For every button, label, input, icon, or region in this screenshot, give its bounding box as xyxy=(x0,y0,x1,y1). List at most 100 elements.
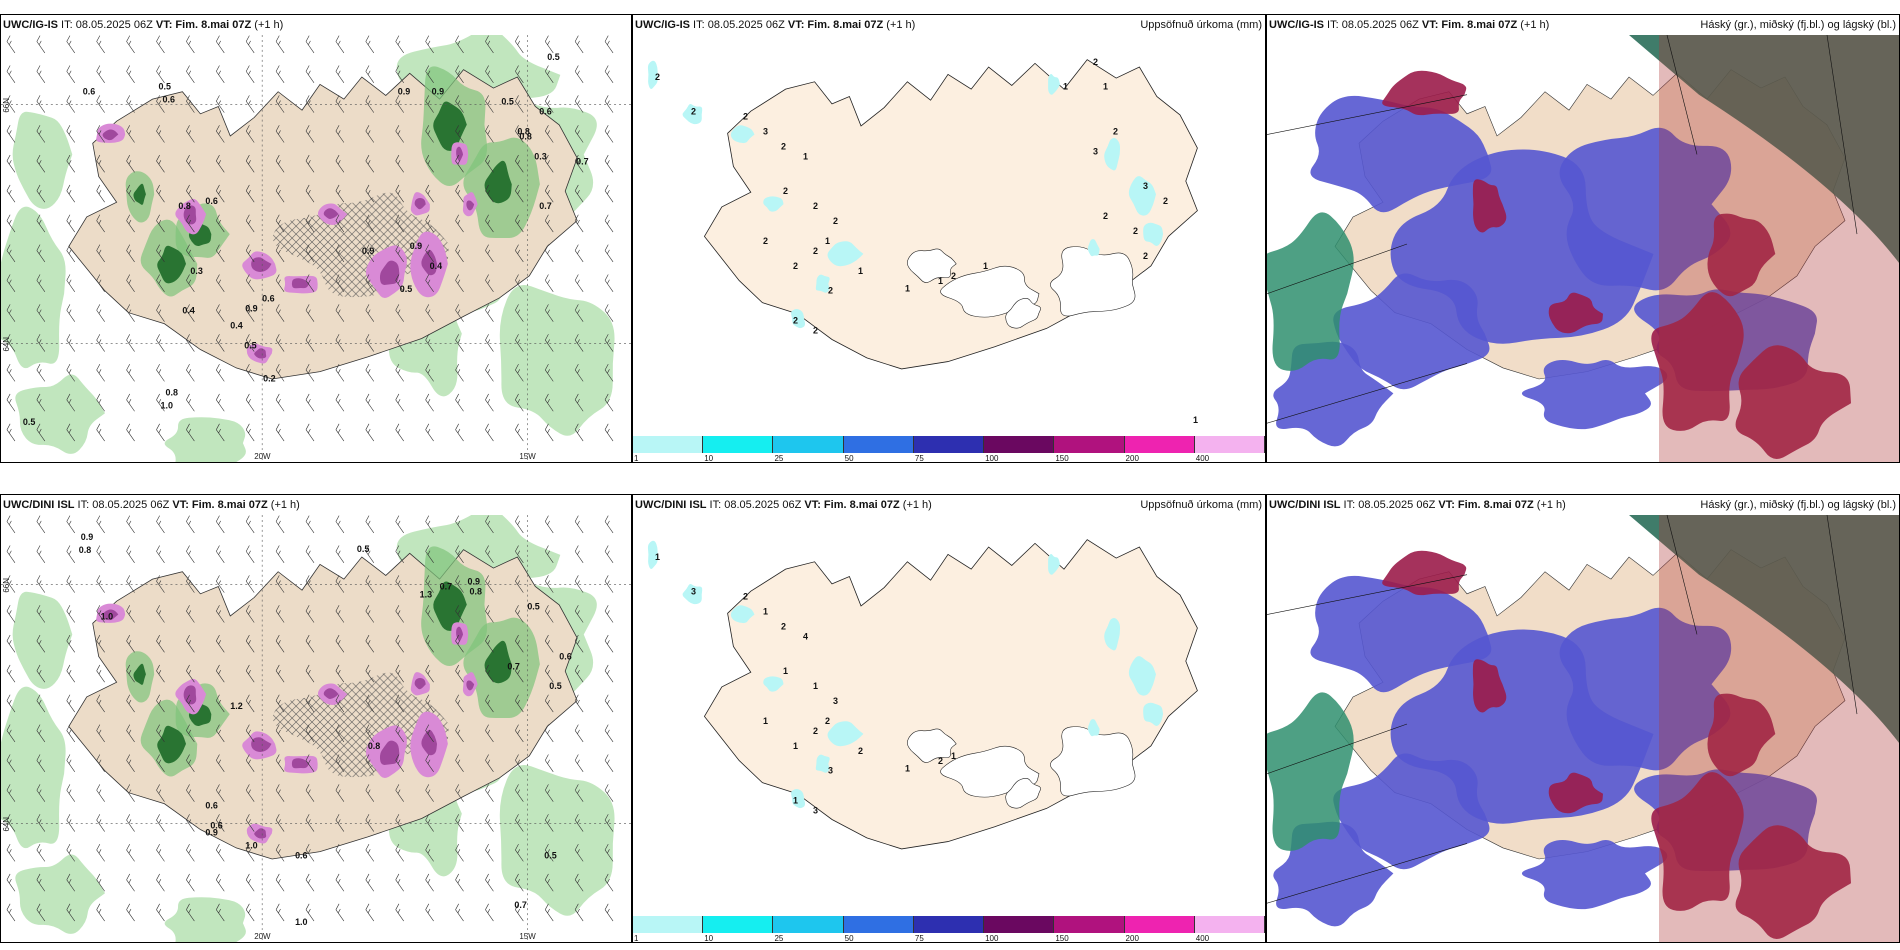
precip-value-label: 0.6 xyxy=(83,87,95,97)
map-variable-title: Háský (gr.), miðský (fj.bl.) og lágský (… xyxy=(1700,499,1896,511)
colorbar-segment xyxy=(633,436,704,453)
panel-header: UWC/IG-IS IT: 08.05.2025 06Z VT: Fim. 8.… xyxy=(633,15,1265,35)
latitude-label: 64N xyxy=(2,337,11,352)
colorbar-segment xyxy=(843,916,914,933)
precip-amount-label: 1 xyxy=(793,741,798,751)
model-name: UWC/IG-IS xyxy=(1269,19,1324,31)
precip-value-label: 0.9 xyxy=(398,87,410,97)
precip-value-label: 0.5 xyxy=(23,417,35,427)
precip-amount-label: 2 xyxy=(938,756,943,766)
precip-amount-label: 2 xyxy=(1093,57,1098,67)
precip-value-label: 0.5 xyxy=(547,52,559,62)
init-time: IT: 08.05.2025 06Z xyxy=(74,499,173,511)
map-panel-wind-precip-igis: UWC/IG-IS IT: 08.05.2025 06Z VT: Fim. 8.… xyxy=(0,14,632,463)
precip-amount-label: 2 xyxy=(1163,196,1168,206)
precip-value-label: 0.6 xyxy=(205,196,217,206)
colorbar-tick-label: 1 xyxy=(634,454,639,463)
precip-amount-label: 2 xyxy=(743,112,748,122)
colorbar-segment xyxy=(1124,916,1195,933)
valid-time: VT: Fim. 8.mai 07Z xyxy=(172,499,268,511)
precip-value-label: 0.5 xyxy=(357,544,369,554)
panel-header: UWC/DINI ISL IT: 08.05.2025 06Z VT: Fim.… xyxy=(633,495,1265,515)
valid-time: VT: Fim. 8.mai 07Z xyxy=(155,19,252,31)
map-panel-accum-precip-dini: UWC/DINI ISL IT: 08.05.2025 06Z VT: Fim.… xyxy=(632,494,1266,943)
precip-value-label: 0.5 xyxy=(158,82,170,92)
precip-amount-label: 2 xyxy=(858,746,863,756)
precip-amount-label: 2 xyxy=(1143,251,1148,261)
latitude-label: 66N xyxy=(2,578,11,593)
precip-value-label: 1.0 xyxy=(245,840,257,850)
precip-amount-label: 3 xyxy=(833,696,838,706)
precip-value-label: 0.6 xyxy=(162,95,174,105)
precip-value-label: 0.5 xyxy=(501,97,513,107)
map-canvas xyxy=(1267,515,1899,942)
precip-value-label: 0.7 xyxy=(507,661,519,671)
precip-value-label: 0.9 xyxy=(81,532,93,542)
panel-header: UWC/IG-IS IT: 08.05.2025 06Z VT: Fim. 8.… xyxy=(1267,15,1899,35)
precip-value-label: 0.3 xyxy=(190,266,202,276)
precip-value-label: 0.9 xyxy=(468,577,480,587)
colorbar-tick-label: 10 xyxy=(704,934,714,943)
precip-amount-label: 2 xyxy=(813,246,818,256)
map-variable-title: Uppsöfnuð úrkoma (mm) xyxy=(1140,499,1262,511)
precip-value-label: 0.6 xyxy=(559,651,571,661)
precip-amount-label: 2 xyxy=(781,621,786,631)
precip-amount-label: 1 xyxy=(858,266,863,276)
init-time: IT: 08.05.2025 06Z xyxy=(58,19,156,31)
precip-amount-label: 1 xyxy=(983,261,988,271)
colorbar-segment xyxy=(984,916,1055,933)
colorbar-tick-label: 25 xyxy=(774,934,784,943)
precip-value-label: 0.8 xyxy=(79,545,91,555)
longitude-label: 15W xyxy=(519,452,536,461)
colorbar-tick-label: 1 xyxy=(634,934,639,943)
precip-value-label: 0.8 xyxy=(519,132,531,142)
colorbar-tick-label: 100 xyxy=(985,934,999,943)
precip-value-label: 0.6 xyxy=(262,294,274,304)
colorbar-segment xyxy=(1194,916,1265,933)
model-name: UWC/IG-IS xyxy=(635,19,690,31)
colorbar-tick-label: 25 xyxy=(774,454,784,463)
precip-amount-label: 2 xyxy=(781,141,786,151)
precip-value-label: 0.8 xyxy=(517,127,529,137)
precip-value-label: 1.0 xyxy=(101,612,113,622)
precip-amount-label: 1 xyxy=(655,552,660,562)
wind-precip-map: 20W 15W66N64N0.90.81.00.60.50.71.30.90.80… xyxy=(1,515,631,942)
precip-amount-label: 2 xyxy=(813,201,818,211)
precip-amount-label: 3 xyxy=(763,127,768,137)
lead-time: (+1 h) xyxy=(1517,19,1550,31)
colorbar-segment xyxy=(1124,436,1195,453)
precip-amount-label: 1 xyxy=(938,276,943,286)
panel-header: UWC/DINI ISL IT: 08.05.2025 06Z VT: Fim.… xyxy=(1,495,631,515)
precip-value-label: 0.7 xyxy=(440,582,452,592)
precip-amount-label: 1 xyxy=(951,751,956,761)
lead-time: (+1 h) xyxy=(883,19,916,31)
colorbar-segment xyxy=(633,916,704,933)
model-name: UWC/DINI ISL xyxy=(635,499,707,511)
valid-time: VT: Fim. 8.mai 07Z xyxy=(1421,19,1518,31)
precip-value-label: 1.3 xyxy=(420,590,432,600)
precip-amount-label: 2 xyxy=(951,271,956,281)
precip-value-label: 0.4 xyxy=(230,321,242,331)
precip-amount-label: 1 xyxy=(905,764,910,774)
precip-value-label: 1.2 xyxy=(230,701,242,711)
precip-value-label: 0.6 xyxy=(205,801,217,811)
init-time: IT: 08.05.2025 06Z xyxy=(1340,499,1439,511)
colorbar-tick-label: 75 xyxy=(914,454,924,463)
precip-amount-label: 1 xyxy=(1103,82,1108,92)
precip-value-label: 0.2 xyxy=(263,373,275,383)
precip-value-label: 0.5 xyxy=(549,681,561,691)
precip-value-label: 0.4 xyxy=(430,261,442,271)
precip-value-label: 0.8 xyxy=(165,387,177,397)
precip-value-label: 0.3 xyxy=(534,151,546,161)
precip-amount-label: 2 xyxy=(783,186,788,196)
colorbar-segment xyxy=(1054,436,1125,453)
colorbar-segment xyxy=(843,436,914,453)
precip-amount-label: 1 xyxy=(793,796,798,806)
colorbar-tick-label: 150 xyxy=(1055,454,1069,463)
precip-amount-label: 1 xyxy=(813,681,818,691)
precip-value-label: 1.0 xyxy=(295,917,307,927)
precip-value-label: 0.5 xyxy=(544,850,556,860)
